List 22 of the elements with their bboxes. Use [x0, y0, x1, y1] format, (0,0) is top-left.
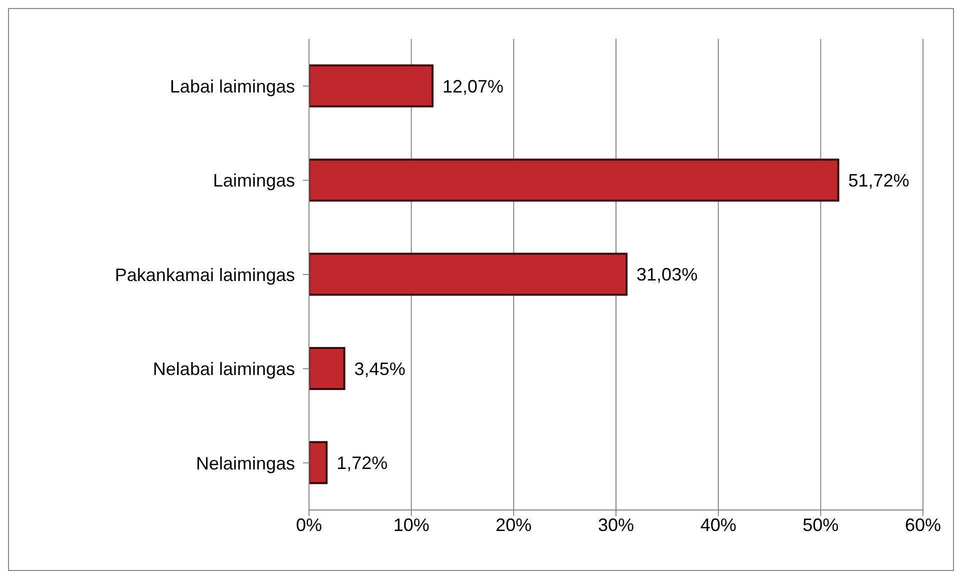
bar — [309, 252, 628, 296]
y-tick-label: Nelabai laimingas — [152, 359, 295, 380]
x-tick-label: 30% — [598, 514, 634, 535]
data-label: 1,72% — [336, 453, 388, 474]
y-tick-label: Labai laimingas — [170, 76, 295, 96]
x-tick-label: 60% — [904, 514, 942, 535]
y-tick-label: Nelaimingas — [196, 453, 295, 474]
x-tick-label: 40% — [700, 514, 736, 535]
bar — [309, 158, 840, 202]
bar — [309, 346, 346, 390]
y-tick-label: Pakankamai laimingas — [114, 264, 295, 285]
data-label: 3,45% — [354, 358, 406, 379]
data-label: 51,72% — [848, 170, 910, 190]
x-tick-label: 20% — [496, 514, 532, 535]
data-label: 12,07% — [442, 76, 504, 96]
y-tick-label: Laimingas — [212, 170, 295, 191]
bar — [309, 64, 434, 108]
x-tick-label: 0% — [296, 514, 322, 535]
bar — [309, 441, 328, 484]
x-tick-label: 50% — [802, 514, 839, 535]
data-label: 31,03% — [636, 264, 698, 285]
x-tick-label: 10% — [393, 514, 430, 535]
